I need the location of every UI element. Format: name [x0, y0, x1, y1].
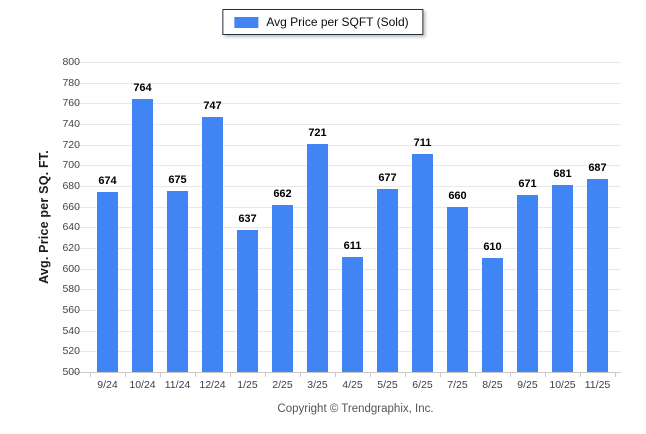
x-tick-label: 9/24 — [97, 379, 118, 391]
x-tick-mark — [160, 373, 161, 377]
y-tick-label: 540 — [62, 325, 80, 337]
y-tick-label: 500 — [62, 366, 80, 378]
bar — [587, 179, 608, 372]
bar-value-label: 721 — [308, 127, 327, 139]
x-tick-mark — [615, 373, 616, 377]
x-tick-label: 7/25 — [447, 379, 468, 391]
gridline — [72, 165, 621, 166]
y-tick-label: 800 — [62, 56, 80, 68]
bar-value-label: 637 — [238, 213, 257, 225]
bar — [132, 99, 153, 372]
y-tick-label: 620 — [62, 242, 80, 254]
copyright-text: Copyright © Trendgraphix, Inc. — [277, 403, 434, 415]
x-tick-mark — [510, 373, 511, 377]
gridline — [72, 83, 621, 84]
x-tick-label: 5/25 — [377, 379, 398, 391]
gridline — [72, 186, 621, 187]
y-tick-label: 700 — [62, 159, 80, 171]
bar — [342, 257, 363, 372]
x-tick-label: 4/25 — [342, 379, 363, 391]
y-tick-label: 520 — [62, 345, 80, 357]
bar-value-label: 711 — [413, 137, 432, 149]
x-tick-mark — [370, 373, 371, 377]
x-tick-label: 2/25 — [272, 379, 293, 391]
y-tick-label: 600 — [62, 263, 80, 275]
x-tick-label: 1/25 — [237, 379, 258, 391]
x-tick-label: 11/24 — [164, 379, 191, 391]
legend-swatch-icon — [234, 16, 259, 28]
bar-value-label: 747 — [203, 100, 222, 112]
x-tick-label: 9/25 — [517, 379, 538, 391]
x-axis-baseline — [72, 372, 621, 373]
x-tick-mark — [545, 373, 546, 377]
gridline — [72, 62, 621, 63]
bar — [237, 230, 258, 372]
x-tick-label: 6/25 — [412, 379, 433, 391]
bar-value-label: 687 — [588, 162, 607, 174]
legend: Avg Price per SQFT (Sold) — [222, 9, 424, 35]
y-tick-label: 640 — [62, 221, 80, 233]
x-tick-mark — [440, 373, 441, 377]
gridline — [72, 145, 621, 146]
y-tick-label: 780 — [62, 77, 80, 89]
bar-value-label: 764 — [133, 82, 152, 94]
bar — [307, 144, 328, 372]
bar — [412, 154, 433, 372]
bar-value-label: 610 — [483, 241, 502, 253]
y-tick-label: 660 — [62, 201, 80, 213]
bar — [447, 207, 468, 372]
x-tick-mark — [265, 373, 266, 377]
x-tick-label: 3/25 — [307, 379, 328, 391]
x-tick-mark — [230, 373, 231, 377]
bar — [97, 192, 118, 372]
bar — [552, 185, 573, 372]
bar — [482, 258, 503, 372]
y-tick-label: 740 — [62, 118, 80, 130]
x-tick-label: 12/24 — [199, 379, 226, 391]
legend-label: Avg Price per SQFT (Sold) — [266, 15, 409, 29]
bar-value-label: 671 — [518, 178, 537, 190]
gridline — [72, 227, 621, 228]
y-tick-label: 760 — [62, 97, 80, 109]
x-tick-mark — [90, 373, 91, 377]
bar-value-label: 674 — [98, 175, 117, 187]
x-tick-mark — [580, 373, 581, 377]
bar — [272, 205, 293, 372]
bar-value-label: 681 — [553, 168, 572, 180]
bar-value-label: 675 — [168, 174, 187, 186]
x-tick-label: 11/25 — [584, 379, 611, 391]
bar — [167, 191, 188, 372]
y-tick-label: 580 — [62, 283, 80, 295]
bar-value-label: 660 — [448, 190, 467, 202]
x-tick-mark — [335, 373, 336, 377]
bar — [202, 117, 223, 372]
y-tick-label: 560 — [62, 304, 80, 316]
x-tick-mark — [195, 373, 196, 377]
gridline — [72, 103, 621, 104]
gridline — [72, 124, 621, 125]
gridline — [72, 207, 621, 208]
x-tick-label: 8/25 — [482, 379, 503, 391]
bar — [377, 189, 398, 372]
x-tick-mark — [475, 373, 476, 377]
bar — [517, 195, 538, 372]
bar-value-label: 611 — [343, 240, 362, 252]
x-tick-mark — [125, 373, 126, 377]
x-tick-label: 10/24 — [129, 379, 156, 391]
y-tick-label: 720 — [62, 139, 80, 151]
bar-value-label: 662 — [273, 188, 292, 200]
x-tick-label: 10/25 — [549, 379, 576, 391]
bar-value-label: 677 — [378, 172, 397, 184]
x-tick-mark — [300, 373, 301, 377]
y-tick-label: 680 — [62, 180, 80, 192]
x-tick-mark — [405, 373, 406, 377]
gridline — [72, 248, 621, 249]
